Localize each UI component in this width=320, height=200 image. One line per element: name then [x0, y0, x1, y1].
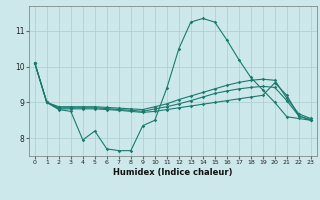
- X-axis label: Humidex (Indice chaleur): Humidex (Indice chaleur): [113, 168, 233, 177]
